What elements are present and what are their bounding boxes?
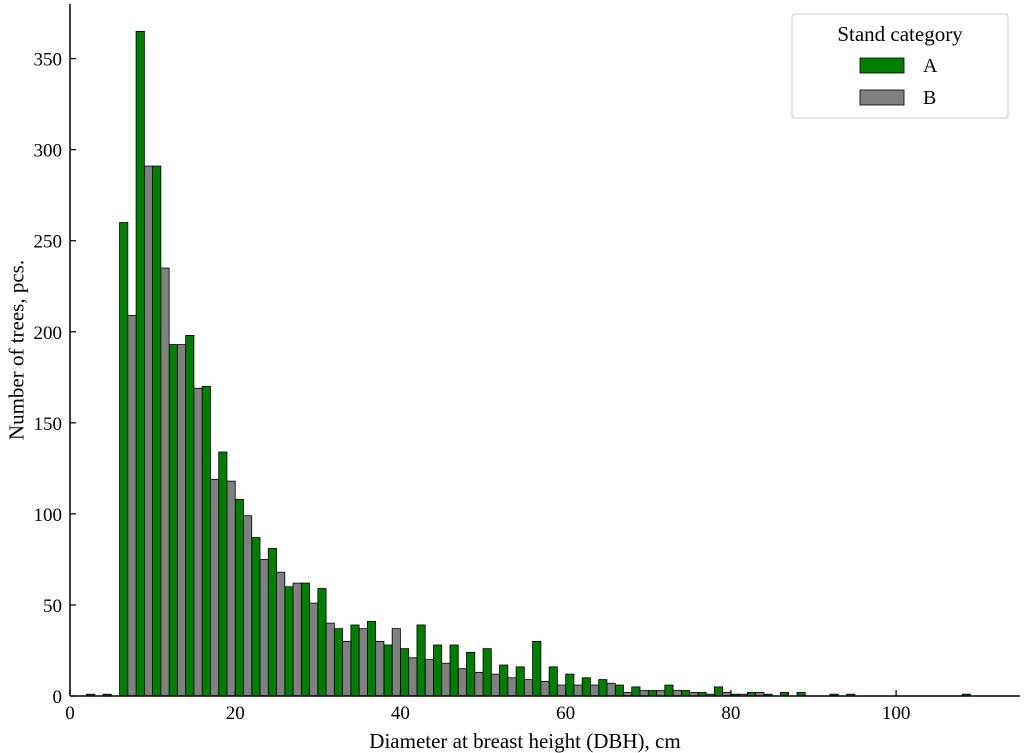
bar-A-51 [482, 648, 492, 697]
bar-A-45 [433, 644, 443, 697]
bar-A-7 [119, 222, 129, 697]
series-A [86, 30, 971, 697]
x-axis-title: Diameter at breast height (DBH), cm [369, 729, 680, 753]
bar-A-61 [565, 673, 575, 697]
y-tick-label: 300 [34, 141, 63, 162]
bar-B-65 [606, 682, 616, 697]
y-axis-title: Number of trees, pcs. [4, 260, 28, 440]
bar-B-17 [210, 478, 220, 697]
bar-A-17 [201, 386, 211, 697]
bar-B-13 [176, 344, 187, 697]
bar-B-47 [457, 668, 467, 697]
bar-B-39 [391, 628, 401, 697]
bar-B-15 [193, 387, 203, 697]
y-tick-label: 50 [43, 596, 62, 617]
bar-A-19 [218, 451, 228, 697]
bar-B-49 [474, 671, 484, 697]
series-B [127, 165, 765, 697]
bar-A-21 [234, 498, 244, 697]
bar-A-71 [647, 690, 657, 697]
y-tick-label: 200 [34, 323, 63, 344]
x-tick-label: 40 [391, 703, 410, 724]
legend-label-A: A [923, 55, 938, 77]
bars-layer [86, 30, 971, 697]
x-tick-label: 60 [556, 703, 575, 724]
y-tick-label: 250 [34, 232, 63, 253]
bar-B-7 [127, 314, 137, 697]
bar-B-69 [639, 690, 649, 697]
bar-A-57 [532, 640, 542, 697]
bar-A-29 [300, 582, 310, 697]
bar-A-79 [713, 686, 724, 697]
legend-label-B: B [923, 87, 936, 109]
bar-B-57 [540, 681, 550, 697]
bar-A-15 [185, 335, 195, 697]
legend-items: AB [859, 55, 938, 109]
ticks-layer: 0 20 40 60 80 100 0 50 100 150 200 250 300 350 [34, 50, 911, 724]
x-tick-label: 20 [226, 703, 245, 724]
bar-B-35 [358, 628, 368, 697]
bar-B-27 [292, 582, 302, 697]
bar-B-31 [325, 622, 335, 697]
bar-B-19 [226, 480, 236, 697]
bar-B-25 [276, 571, 286, 697]
bar-A-11 [152, 165, 162, 697]
bar-B-33 [342, 640, 352, 697]
bar-B-63 [590, 684, 600, 697]
bar-B-21 [243, 515, 253, 697]
bar-A-49 [466, 651, 476, 697]
legend-title: Stand category [837, 22, 963, 46]
bar-A-73 [664, 684, 674, 697]
bar-A-33 [333, 628, 344, 697]
y-tick-label: 100 [34, 505, 63, 526]
bar-B-29 [309, 602, 319, 697]
bar-A-35 [350, 624, 360, 697]
bar-A-65 [598, 679, 608, 697]
bar-B-73 [672, 690, 682, 697]
bar-A-27 [284, 586, 294, 697]
bar-A-25 [267, 548, 277, 697]
bar-A-13 [168, 344, 178, 697]
bar-A-9 [135, 30, 145, 697]
bar-B-41 [408, 657, 418, 697]
y-tick-label: 150 [34, 414, 63, 435]
bar-B-55 [523, 679, 534, 697]
bar-B-71 [656, 690, 666, 697]
bar-A-55 [515, 666, 525, 697]
bar-A-67 [614, 684, 624, 697]
bar-A-47 [449, 644, 459, 697]
bar-B-43 [424, 659, 434, 697]
x-tick-label: 0 [65, 703, 75, 724]
bar-B-37 [375, 640, 385, 697]
legend: Stand category AB [791, 13, 1009, 119]
bar-B-11 [160, 267, 170, 697]
bar-B-59 [556, 684, 567, 697]
bar-A-63 [581, 677, 591, 697]
bar-B-53 [507, 677, 517, 697]
bar-B-51 [490, 673, 500, 697]
bar-A-53 [499, 664, 509, 697]
bar-A-37 [366, 620, 377, 697]
bar-A-23 [251, 537, 261, 697]
bar-B-9 [143, 165, 154, 697]
bar-A-39 [383, 644, 393, 697]
bar-A-69 [631, 686, 641, 697]
bar-A-41 [400, 648, 410, 697]
bar-A-31 [317, 588, 327, 697]
legend-swatch-A [859, 57, 905, 74]
y-tick-label: 350 [34, 50, 63, 71]
bar-B-61 [573, 684, 583, 697]
x-tick-label: 80 [721, 703, 740, 724]
bar-A-43 [416, 624, 426, 697]
x-tick-label: 100 [882, 703, 911, 724]
bar-B-23 [259, 559, 269, 697]
bar-A-75 [680, 690, 690, 697]
bar-A-59 [548, 666, 558, 697]
y-tick-label: 0 [53, 687, 63, 708]
axes-layer [69, 4, 1020, 697]
bar-B-45 [441, 662, 451, 697]
legend-swatch-B [859, 89, 905, 106]
